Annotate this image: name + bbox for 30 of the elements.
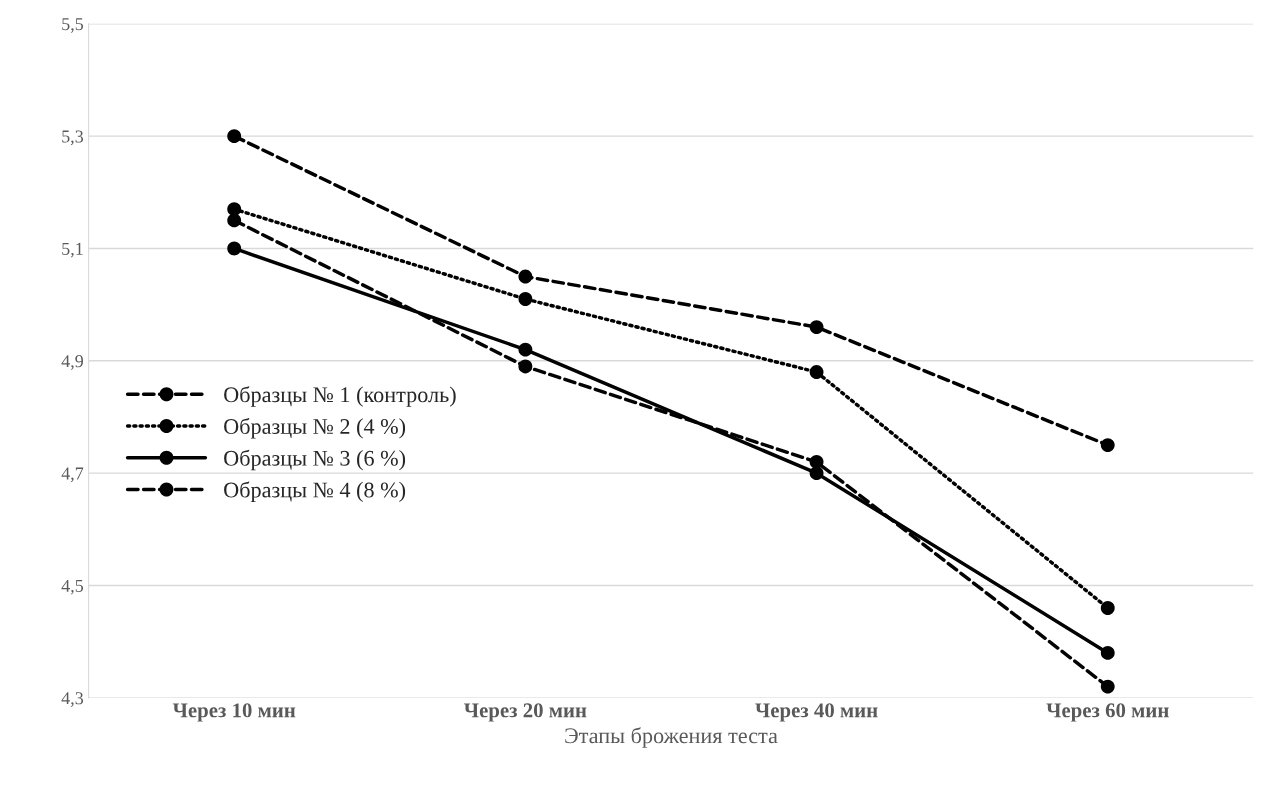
y-tick-label: 5,5 [62, 18, 84, 33]
point [1100, 601, 1115, 615]
x-tick-label: Через 10 мин [172, 703, 296, 722]
x-axis-title: Этапы брожения теста [565, 727, 778, 748]
y-tick-label: 4,7 [61, 467, 84, 483]
x-tick-label: Через 60 мин [1046, 703, 1169, 722]
y-tick-label: 4,9 [61, 355, 84, 370]
point [1100, 679, 1115, 694]
y-tick-label: 4,3 [61, 692, 84, 707]
point [518, 359, 533, 374]
point [227, 213, 242, 228]
legend-label: Образцы № 1 (контроль) [224, 386, 456, 407]
x-tick-label: Через 20 мин [464, 703, 587, 722]
point [518, 342, 533, 357]
point [518, 269, 533, 284]
y-tick-label: 4,5 [61, 579, 84, 595]
legend-label: Образцы № 2 (4 %) [224, 417, 406, 439]
y-tick-label: 5,1 [62, 242, 83, 258]
point [518, 292, 533, 306]
point [1100, 438, 1115, 453]
legend-label: Образцы № 4 (8 %) [224, 481, 406, 503]
y-tick-label: 5,3 [62, 130, 84, 146]
point [227, 241, 242, 256]
point [1100, 645, 1115, 660]
point [809, 365, 824, 379]
point [809, 454, 824, 469]
point [227, 129, 242, 144]
point [809, 320, 824, 335]
x-tick-label: Через 40 мин [755, 703, 878, 722]
legend-label: Образцы № 3 (6 %) [224, 449, 406, 471]
